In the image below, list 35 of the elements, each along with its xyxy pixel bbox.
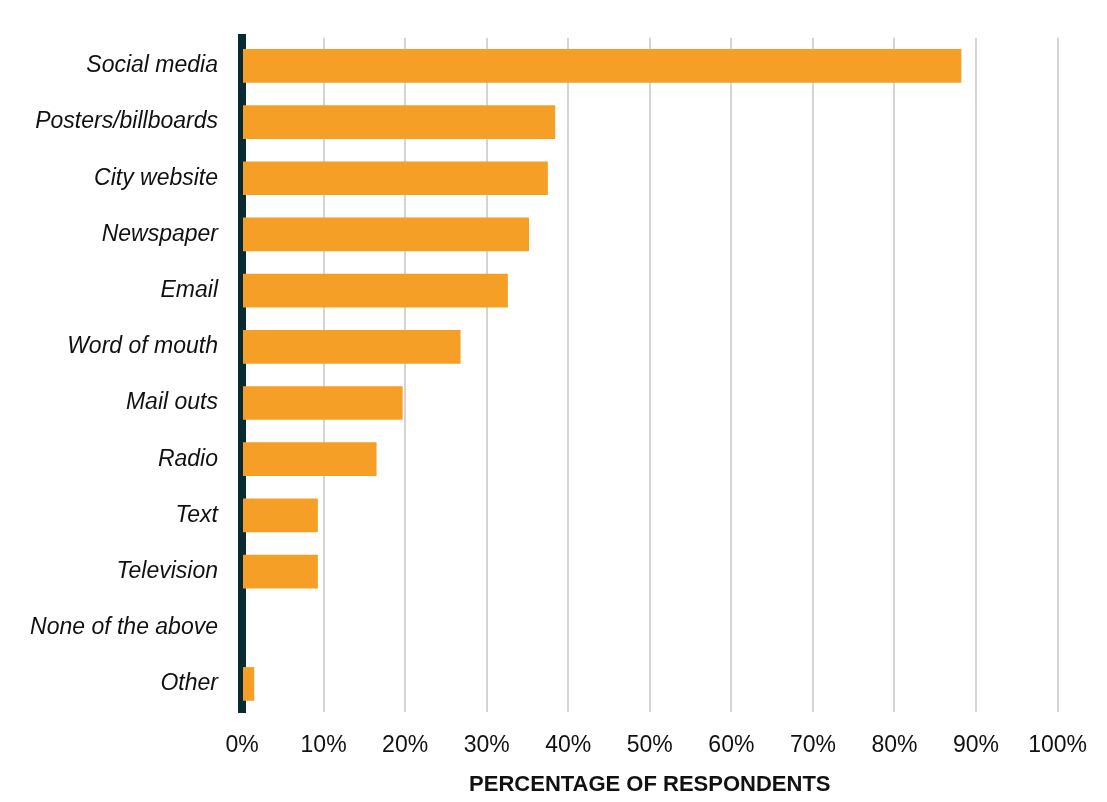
- bar: [243, 667, 255, 701]
- bar: [243, 105, 556, 139]
- x-tick-label: 10%: [300, 731, 347, 758]
- bar: [243, 386, 403, 420]
- x-tick-label: 50%: [626, 731, 673, 758]
- x-tick-label: 40%: [545, 731, 592, 758]
- bar: [243, 217, 530, 252]
- y-tick-label: Posters/billboards: [35, 107, 219, 134]
- y-tick-label: Other: [160, 669, 220, 696]
- x-tick-label: 70%: [789, 731, 836, 758]
- y-tick-label: Radio: [157, 444, 219, 471]
- bar: [243, 161, 548, 196]
- x-tick-label: 100%: [1028, 731, 1087, 758]
- x-tick-label: 0%: [225, 731, 259, 758]
- y-tick-label: Email: [160, 276, 219, 303]
- x-tick-label: 60%: [708, 731, 755, 758]
- bar: [243, 329, 461, 364]
- x-axis-title: PERCENTAGE OF RESPONDENTS: [469, 770, 831, 796]
- x-tick-label: 90%: [953, 731, 1000, 758]
- y-tick-label: Mail outs: [125, 388, 219, 415]
- bar: [243, 498, 318, 533]
- y-tick-label: Social media: [86, 51, 218, 78]
- x-tick-label: 20%: [382, 731, 429, 758]
- x-tick-label: 80%: [871, 731, 918, 758]
- y-tick-label: Television: [116, 556, 218, 583]
- y-tick-label: Text: [175, 500, 220, 527]
- bar: [243, 554, 318, 589]
- bar: [243, 49, 962, 83]
- bar: [243, 273, 508, 308]
- y-tick-label: Word of mouth: [67, 332, 218, 359]
- y-tick-label: City website: [94, 163, 218, 190]
- x-tick-label: 30%: [463, 731, 510, 758]
- bar: [243, 442, 377, 477]
- y-tick-label: None of the above: [30, 613, 218, 640]
- y-tick-label: Newspaper: [101, 219, 220, 246]
